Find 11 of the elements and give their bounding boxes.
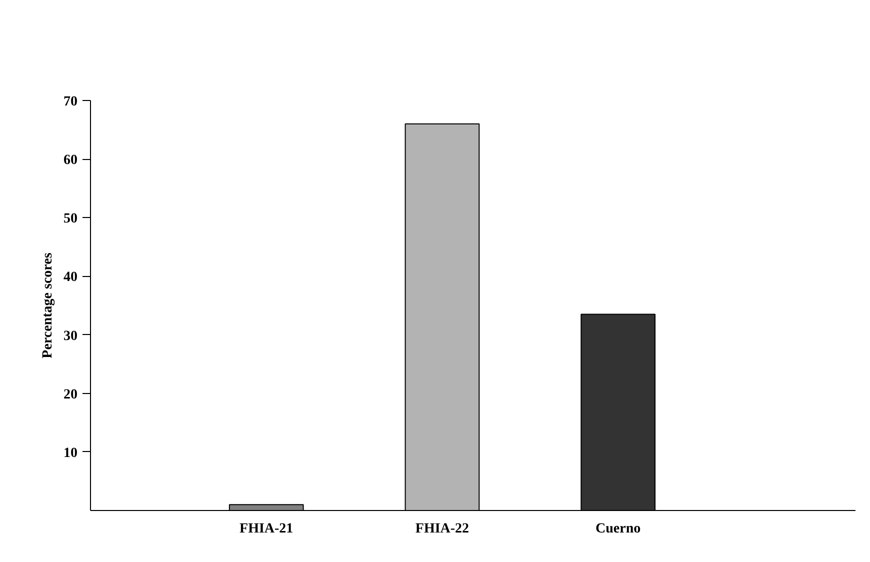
x-tick-label: Cuerno bbox=[596, 522, 641, 536]
y-tick-label: 30 bbox=[64, 328, 78, 344]
y-tick-label: 50 bbox=[64, 212, 78, 227]
y-axis-title: Percentage scores bbox=[40, 252, 56, 358]
y-tick-label: 40 bbox=[64, 270, 78, 286]
y-tick-label: 70 bbox=[64, 94, 78, 110]
y-tick-label: 10 bbox=[64, 446, 78, 461]
y-tick-label: 20 bbox=[64, 387, 78, 402]
y-tick-label: 60 bbox=[64, 153, 78, 168]
x-tick-label: FHIA-21 bbox=[240, 522, 294, 536]
x-tick-label: FHIA-22 bbox=[415, 522, 470, 536]
